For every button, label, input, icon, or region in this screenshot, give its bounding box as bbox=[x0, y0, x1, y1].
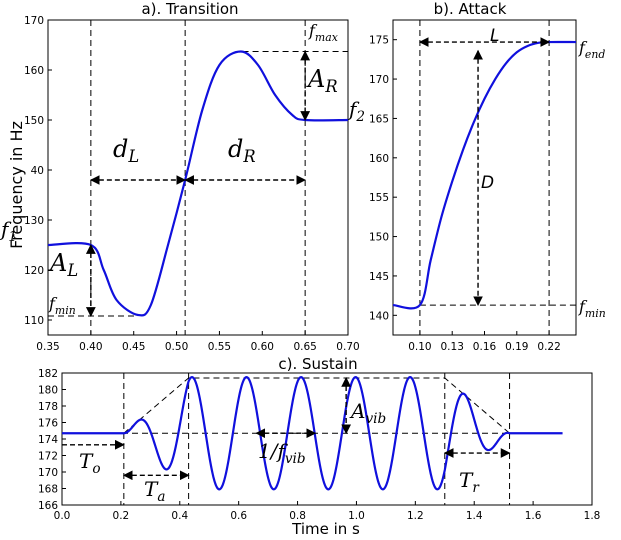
y-tick-label: 150 bbox=[369, 232, 389, 244]
attack-title: b). Attack bbox=[434, 0, 507, 18]
y-tick-label: 166 bbox=[38, 500, 58, 512]
x-tick-label: 0.6 bbox=[230, 510, 247, 522]
y-tick-label: 172 bbox=[38, 451, 58, 463]
transition-frame bbox=[47, 19, 349, 336]
y-tick-label: 176 bbox=[38, 418, 58, 430]
x-tick-label: 0.8 bbox=[289, 510, 306, 522]
envelope-line bbox=[123, 377, 510, 434]
fmin-label: fmin bbox=[578, 297, 606, 320]
x-tick-label: 1.8 bbox=[584, 510, 601, 522]
panel-transition: a). Transition 0.35 0.40 0.45 0.50 0.55 0.60 0… bbox=[0, 0, 365, 353]
x-tick-label: 0.13 bbox=[441, 341, 464, 353]
D-label: D bbox=[481, 173, 494, 193]
transition-title: a). Transition bbox=[141, 0, 238, 18]
dL-label: dL bbox=[113, 135, 139, 166]
y-axis-label: Frequency in Hz bbox=[7, 121, 26, 249]
y-tick-label: 140 bbox=[369, 310, 389, 322]
y-tick-label: 130 bbox=[24, 215, 44, 227]
y-tick-label: 155 bbox=[369, 192, 389, 204]
panel-attack: b). Attack 0.10 0.13 0.16 0.19 0.22 175 170 16… bbox=[369, 0, 606, 353]
sustain-frame bbox=[61, 372, 593, 506]
fmin-label: fmin bbox=[48, 294, 76, 317]
x-tick-label: 0.55 bbox=[208, 341, 231, 353]
y-tick-label: 180 bbox=[38, 385, 58, 397]
x-tick-label: 0.40 bbox=[79, 341, 102, 353]
To-label: To bbox=[79, 449, 101, 477]
dR-label: dR bbox=[228, 135, 256, 166]
y-tick-label: 182 bbox=[38, 368, 58, 380]
x-tick-label: 1.6 bbox=[525, 510, 542, 522]
x-tick-label: 0.2 bbox=[113, 510, 130, 522]
x-tick-label: 0.35 bbox=[36, 341, 59, 353]
x-tick-label: 0.0 bbox=[54, 510, 71, 522]
y-tick-label: 40 bbox=[31, 165, 44, 177]
y-tick-label: 160 bbox=[24, 65, 44, 77]
x-tick-label: 1.0 bbox=[348, 510, 365, 522]
x-tick-label: 1.2 bbox=[407, 510, 424, 522]
y-tick-label: 178 bbox=[38, 401, 58, 413]
sustain-curve bbox=[62, 376, 563, 491]
x-tick-label: 0.45 bbox=[122, 341, 145, 353]
AR-label: AR bbox=[306, 65, 338, 96]
y-tick-label: 160 bbox=[369, 153, 389, 165]
y-tick-label: 165 bbox=[369, 113, 389, 125]
fend-label: fend bbox=[578, 38, 605, 61]
y-tick-label: 168 bbox=[38, 484, 58, 496]
fmax-label: fmax bbox=[308, 21, 338, 44]
x-tick-label: 0.70 bbox=[336, 341, 359, 353]
x-tick-label: 0.16 bbox=[473, 341, 497, 353]
sustain-title: c). Sustain bbox=[278, 355, 357, 373]
y-tick-label: 170 bbox=[24, 15, 44, 27]
x-tick-label: 1.4 bbox=[466, 510, 483, 522]
y-tick-label: 150 bbox=[24, 115, 44, 127]
fvib-label: 1/fvib bbox=[258, 439, 306, 467]
f2-label: f2 bbox=[347, 97, 365, 125]
y-tick-label: 170 bbox=[38, 467, 58, 479]
transition-curve bbox=[47, 50, 349, 317]
x-tick-label: 0.50 bbox=[165, 341, 188, 353]
panel-sustain: c). Sustain 0.0 0.2 0.4 0.6 0.8 1.0 1.2 1.4 1.6 1… bbox=[38, 355, 600, 522]
y-tick-label: 145 bbox=[369, 271, 389, 283]
x-tick-label: 0.10 bbox=[408, 341, 431, 353]
L-label: L bbox=[490, 26, 499, 46]
y-tick-label: 110 bbox=[24, 315, 44, 327]
x-tick-label: 0.65 bbox=[293, 341, 316, 353]
Tr-label: Tr bbox=[459, 468, 480, 496]
y-tick-label: 174 bbox=[38, 434, 58, 446]
x-tick-label: 0.22 bbox=[537, 341, 560, 353]
x-tick-label: 0.60 bbox=[251, 341, 274, 353]
y-tick-label: 175 bbox=[369, 35, 389, 47]
x-axis-label: Time in s bbox=[291, 520, 360, 538]
x-tick-label: 0.4 bbox=[171, 510, 188, 522]
Avib-label: Avib bbox=[349, 399, 386, 427]
y-tick-label: 120 bbox=[24, 265, 44, 277]
Ta-label: Ta bbox=[144, 477, 165, 505]
x-tick-label: 0.19 bbox=[505, 341, 528, 353]
AL-label: AL bbox=[48, 249, 78, 280]
y-tick-label: 170 bbox=[369, 74, 389, 86]
